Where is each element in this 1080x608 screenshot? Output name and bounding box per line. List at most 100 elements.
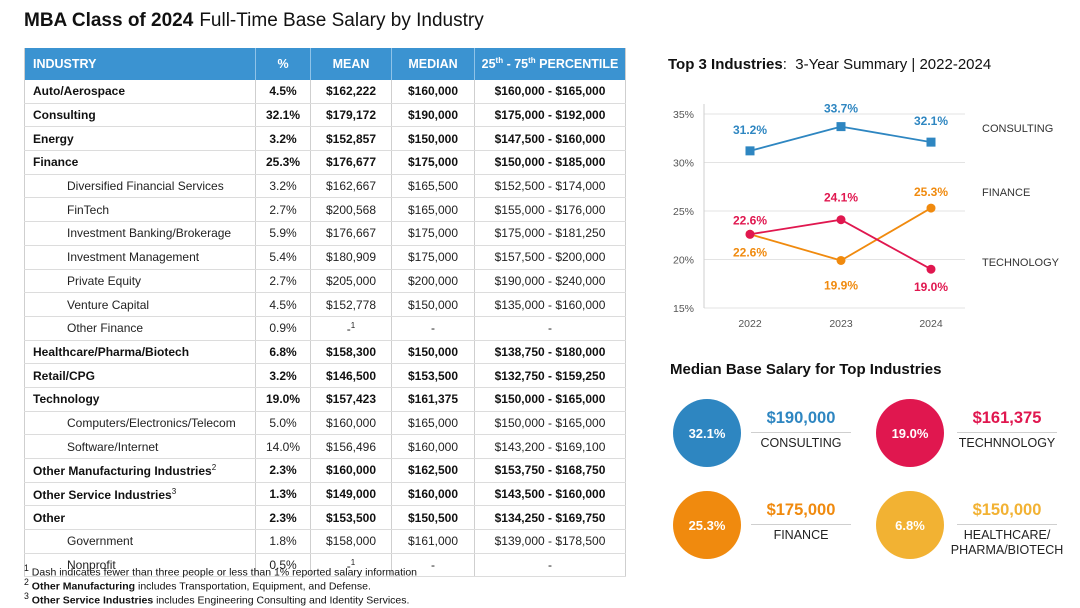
cell-industry: Auto/Aerospace: [24, 80, 256, 104]
cell-industry: Other Service Industries3: [24, 482, 256, 507]
cell-pct: 2.7%: [255, 197, 311, 223]
cell-range: -: [474, 553, 626, 578]
title-bold: MBA Class of 2024: [24, 10, 194, 31]
page-title: MBA Class of 2024 Full-Time Base Salary b…: [24, 10, 484, 32]
data-point: [745, 146, 755, 156]
cell-industry: Software/Internet: [24, 434, 256, 459]
data-label: 19.9%: [824, 278, 858, 292]
data-point: [926, 137, 936, 147]
cell-pct: 6.8%: [255, 340, 311, 365]
table-row-industry: Auto/Aerospace 4.5% $162,222 $160,000 $160,0…: [24, 80, 626, 104]
data-label: 24.1%: [824, 191, 858, 205]
data-label: 32.1%: [914, 114, 948, 128]
industry-name: Finance: [33, 155, 79, 170]
cell-range: $132,750 - $159,250: [474, 363, 626, 388]
cell-industry: Technology: [24, 387, 256, 412]
data-label: 22.6%: [733, 245, 767, 259]
industry-name: Nonprofit: [67, 558, 116, 573]
cell-industry: Private Equity: [24, 269, 256, 294]
cell-range: $143,500 - $160,000: [474, 482, 626, 507]
name-footnote: 3: [171, 486, 177, 496]
cell-pct: 3.2%: [255, 363, 311, 388]
industry-name: Diversified Financial Services: [67, 179, 224, 194]
data-label: 31.2%: [733, 123, 767, 137]
data-point: [926, 203, 936, 213]
cell-pct: 14.0%: [255, 434, 311, 459]
cell-industry: Nonprofit: [24, 553, 256, 578]
cell-range: $160,000 - $165,000: [474, 80, 626, 104]
table-row-subindustry: Government 1.8% $158,000 $161,000 $139,000 -…: [24, 529, 626, 554]
median-card-circle: 19.0%: [876, 399, 944, 467]
industry-name: Consulting: [33, 108, 96, 123]
cell-mean: $176,677: [310, 150, 392, 175]
cell-mean: $200,568: [310, 197, 392, 223]
cell-pct: 32.1%: [255, 103, 311, 128]
cell-industry: Energy: [24, 126, 256, 152]
cell-pct: 0.9%: [255, 316, 311, 341]
cell-industry: Retail/CPG: [24, 363, 256, 388]
data-point: [836, 122, 846, 132]
cell-mean: $179,172: [310, 103, 392, 128]
cell-industry: Other: [24, 505, 256, 531]
table-row-subindustry: Investment Banking/Brokerage 5.9% $176,667…: [24, 221, 626, 246]
data-point: [836, 215, 846, 225]
mean-value: $176,677: [325, 155, 377, 170]
median-card-divider: [751, 432, 851, 433]
x-tick-label: 2024: [919, 318, 943, 330]
pctl-sup-b: th: [528, 56, 536, 66]
x-tick-label: 2023: [829, 318, 853, 330]
table-row-subindustry: Private Equity 2.7% $205,000 $200,000 $190,0…: [24, 269, 626, 294]
cell-pct: 19.0%: [255, 387, 311, 412]
col-industry: INDUSTRY: [24, 48, 256, 80]
cell-mean: $153,500: [310, 505, 392, 531]
data-point: [926, 264, 936, 274]
cell-median: $160,000: [391, 434, 475, 459]
table-row-industry: Consulting 32.1% $179,172 $190,000 $175,000 …: [24, 103, 626, 128]
series-legend-label: CONSULTING: [982, 123, 1053, 135]
median-card-value: $161,375: [972, 409, 1042, 427]
cell-mean: $149,000: [310, 482, 392, 507]
cell-median: $162,500: [391, 458, 475, 483]
cell-range: $175,000 - $181,250: [474, 221, 626, 246]
cell-mean: $146,500: [310, 363, 392, 388]
mean-value: -: [346, 558, 351, 573]
cell-pct: 3.2%: [255, 126, 311, 152]
data-point: [745, 229, 755, 239]
cell-mean: -1: [310, 553, 392, 578]
cell-industry: Finance: [24, 150, 256, 175]
footnote-3: 3 Other Service Industries includes Engi…: [24, 591, 409, 607]
mean-value: $146,500: [325, 368, 377, 383]
cell-range: $152,500 - $174,000: [474, 174, 626, 199]
cell-median: $150,000: [391, 340, 475, 365]
cell-range: -: [474, 316, 626, 341]
cell-range: $150,000 - $165,000: [474, 411, 626, 436]
col-pct: %: [255, 48, 311, 80]
fn3-text: includes Engineering Consulting and Iden…: [156, 594, 410, 607]
cell-median: $161,000: [391, 529, 475, 554]
data-point: [836, 255, 846, 265]
title-subtitle: Full-Time Base Salary by Industry: [199, 10, 484, 31]
table-row-industry: Technology 19.0% $157,423 $161,375 $150,000 …: [24, 387, 626, 412]
median-card-label: CONSULTING: [760, 436, 842, 450]
cell-industry: Government: [24, 529, 256, 554]
mean-value: $160,000: [325, 463, 377, 478]
cell-pct: 5.4%: [255, 245, 311, 270]
table-row-subindustry: Investment Management 5.4% $180,909 $175,00…: [24, 245, 626, 270]
data-label: 22.6%: [733, 213, 767, 227]
cell-median: $165,000: [391, 197, 475, 223]
table-row-industry: Energy 3.2% $152,857 $150,000 $147,500 - $16…: [24, 126, 626, 152]
median-card-circle: 6.8%: [876, 491, 944, 559]
cell-pct: 5.0%: [255, 411, 311, 436]
y-tick-label: 25%: [673, 206, 694, 218]
pctl-a: 25: [481, 57, 496, 72]
cell-median: $175,000: [391, 150, 475, 175]
cell-industry: Healthcare/Pharma/Biotech: [24, 340, 256, 365]
line-chart: 15% 20% 25% 30% 35% 2022 2023 2024 31.2% 33.7% 32.…: [673, 102, 1060, 330]
cell-median: $160,000: [391, 482, 475, 507]
median-card-value: $190,000: [766, 409, 836, 427]
industry-name: Other Manufacturing Industries: [33, 463, 212, 478]
cell-industry: Other Manufacturing Industries2: [24, 458, 256, 483]
median-card-value: $150,000: [972, 501, 1042, 519]
table-row-industry: Other Manufacturing Industries2 2.3% $160,…: [24, 458, 626, 483]
top3-title: Top 3 Industries: 3-Year Summary | 2022-…: [668, 56, 992, 73]
